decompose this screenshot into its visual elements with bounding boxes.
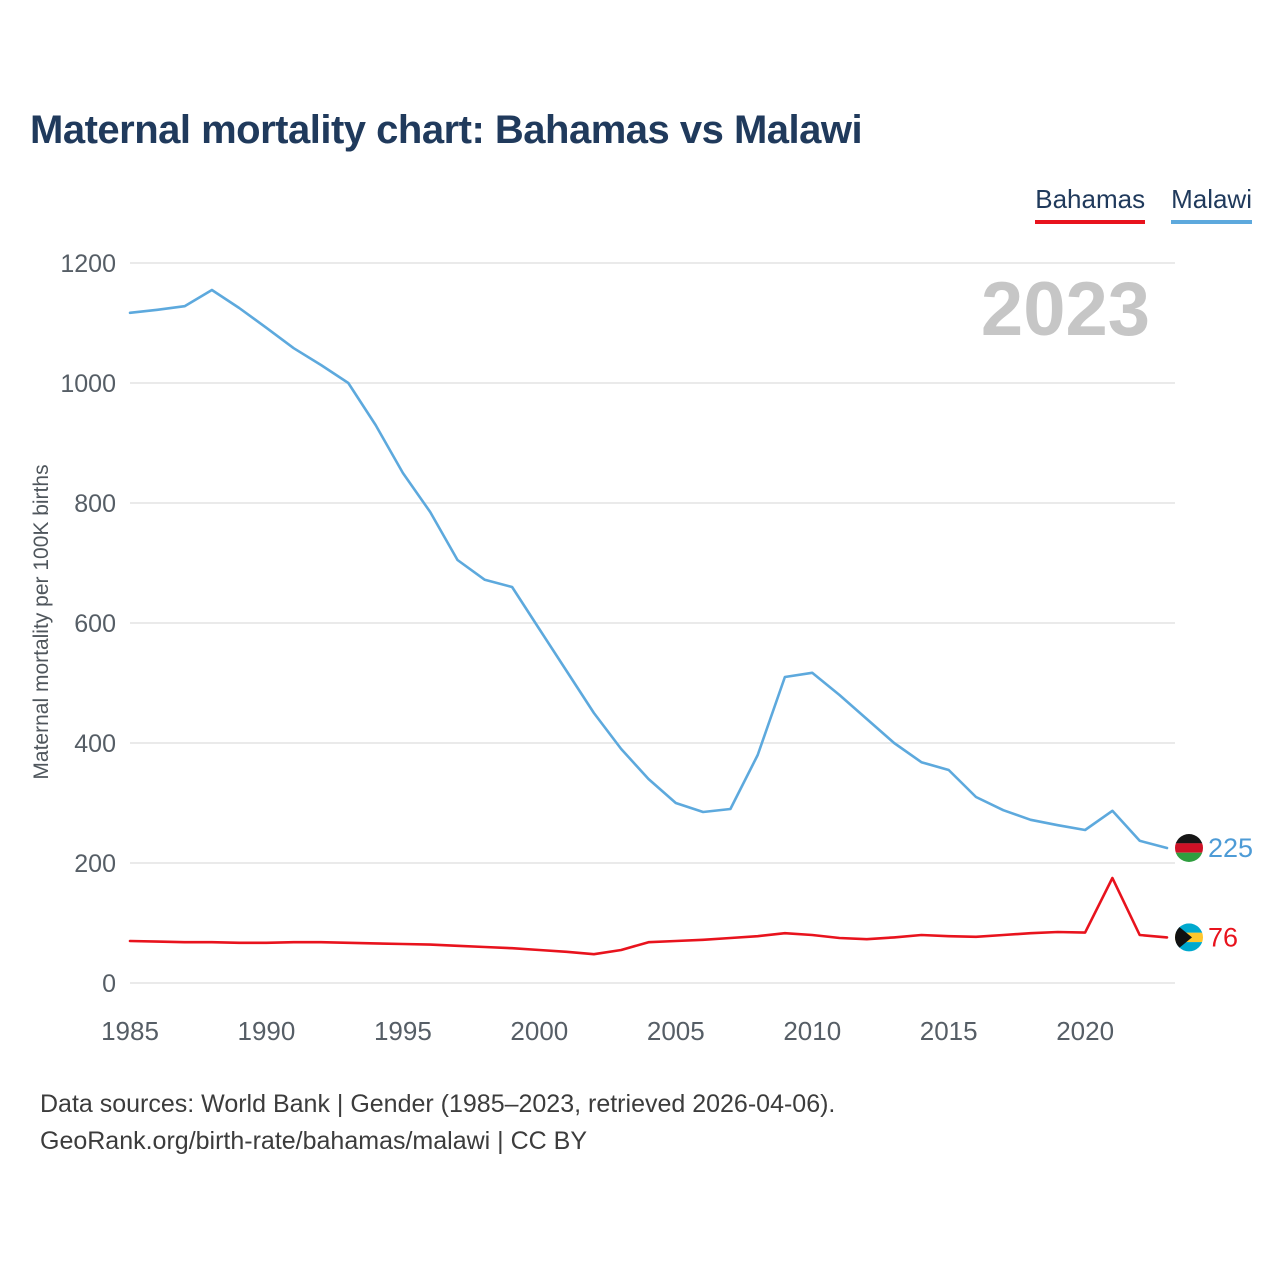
- x-tick-label: 2000: [510, 1016, 568, 1046]
- year-watermark: 2023: [980, 267, 1150, 352]
- legend-item-bahamas[interactable]: Bahamas: [1035, 184, 1146, 224]
- bahamas-end-value: 76: [1208, 922, 1238, 952]
- page-title: Maternal mortality chart: Bahamas vs Mal…: [30, 108, 863, 152]
- y-tick-label: 1200: [60, 250, 116, 278]
- bahamas-line: [128, 876, 1169, 956]
- malawi-flag-icon: [1175, 834, 1203, 862]
- malawi-end-value: 225: [1208, 833, 1253, 863]
- legend-item-malawi[interactable]: Malawi: [1171, 184, 1252, 224]
- legend-label-malawi: Malawi: [1171, 184, 1252, 214]
- y-tick-label: 600: [74, 610, 116, 638]
- y-tick-label: 400: [74, 730, 116, 758]
- x-tick-label: 2020: [1056, 1016, 1114, 1046]
- malawi-line: [128, 288, 1169, 850]
- legend: Bahamas Malawi: [1035, 184, 1252, 224]
- y-tick-label: 0: [102, 970, 116, 998]
- x-tick-label: 1995: [374, 1016, 432, 1046]
- legend-label-bahamas: Bahamas: [1035, 184, 1146, 214]
- footer: Data sources: World Bank | Gender (1985–…: [40, 1086, 835, 1160]
- x-tick-label: 2005: [647, 1016, 705, 1046]
- x-tick-label: 1990: [238, 1016, 296, 1046]
- x-tick-label: 2010: [783, 1016, 841, 1046]
- footer-sources: Data sources: World Bank | Gender (1985–…: [40, 1090, 836, 1118]
- x-tick-label: 2015: [920, 1016, 978, 1046]
- y-tick-label: 800: [74, 490, 116, 518]
- y-tick-label: 1000: [60, 370, 116, 398]
- y-tick-label: 200: [74, 850, 116, 878]
- x-tick-label: 1985: [101, 1016, 159, 1046]
- bahamas-flag-icon: [1175, 923, 1203, 952]
- footer-attribution: GeoRank.org/birth-rate/bahamas/malawi | …: [40, 1127, 587, 1155]
